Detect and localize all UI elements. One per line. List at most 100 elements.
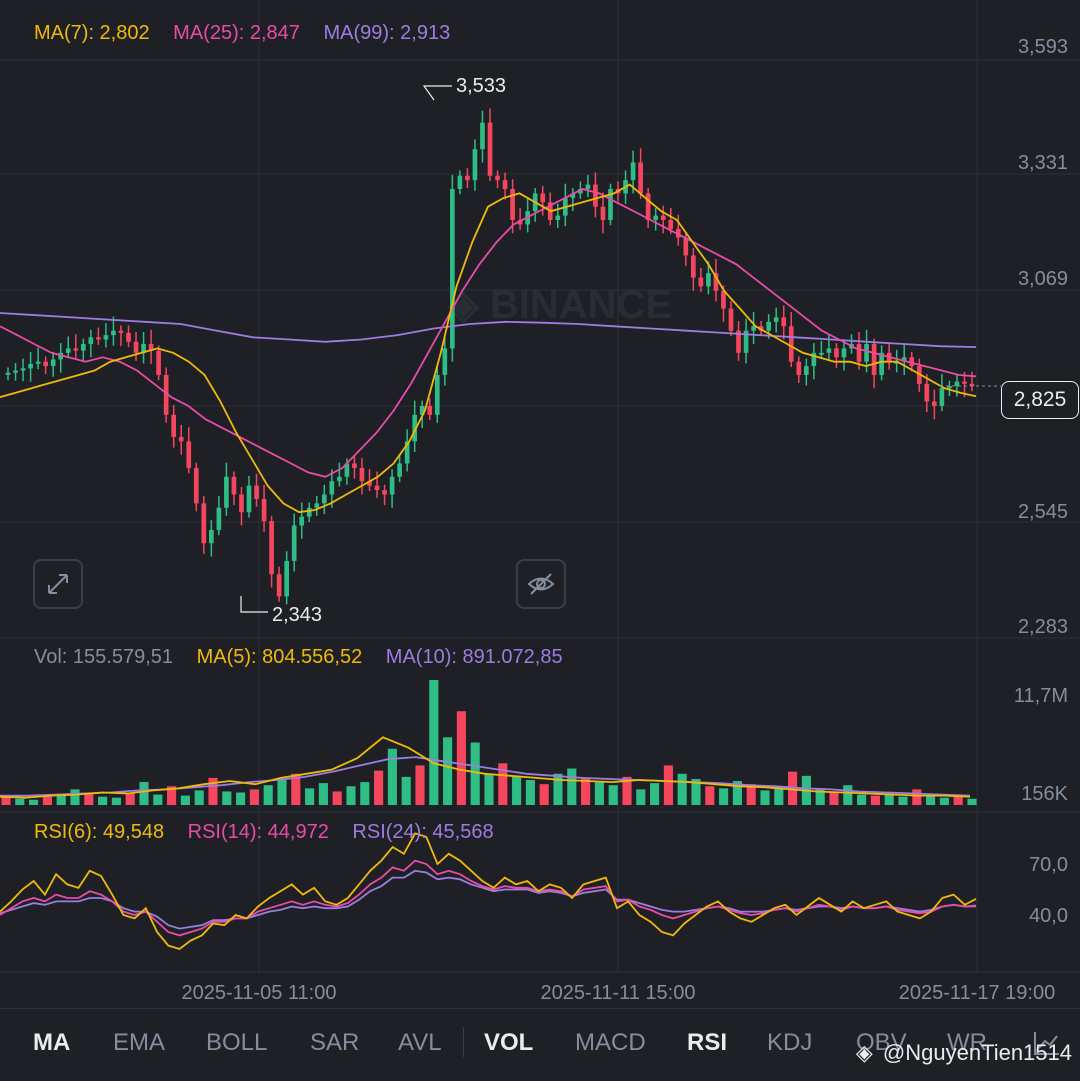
- candle-body: [638, 162, 643, 194]
- volume-bar: [1, 796, 11, 805]
- candle-body: [871, 343, 877, 375]
- low-marker-line: [240, 596, 268, 613]
- candle-body: [201, 503, 207, 544]
- hide-indicators-button[interactable]: [516, 559, 566, 609]
- candle-body: [73, 348, 79, 351]
- candle-body: [28, 363, 33, 369]
- candle-body: [269, 521, 274, 575]
- volume-bar: [650, 783, 660, 805]
- candle-body: [231, 476, 237, 495]
- vol-value: Vol: 155.579,51: [34, 646, 174, 668]
- time-tick-label: 2025-11-17 19:00: [899, 982, 1055, 1004]
- volume-bar: [125, 793, 135, 805]
- fullscreen-button[interactable]: [33, 559, 83, 609]
- candle-body: [111, 330, 116, 336]
- candle-body: [43, 361, 48, 367]
- candle-body: [299, 516, 305, 526]
- price-tick-label: 2,545: [1018, 501, 1068, 523]
- candle-body: [803, 366, 809, 375]
- candle-body: [163, 374, 169, 415]
- candle-body: [118, 330, 124, 333]
- candle-body: [434, 374, 440, 415]
- tab-macd[interactable]: MACD: [575, 1029, 646, 1056]
- tab-avl[interactable]: AVL: [398, 1029, 442, 1056]
- candle-body: [141, 343, 146, 353]
- candle-body: [743, 330, 749, 353]
- candle-body: [126, 332, 131, 342]
- candle-body: [894, 361, 900, 364]
- candle-body: [412, 414, 418, 442]
- price-tick-label: 3,069: [1018, 268, 1068, 290]
- candle-body: [879, 352, 884, 375]
- volume-tick-label: 156K: [1021, 783, 1068, 805]
- volume-bar: [29, 799, 39, 805]
- candle-body: [736, 330, 741, 353]
- current-price-label: 2,825: [1001, 381, 1079, 419]
- candle-body: [374, 485, 380, 491]
- volume-bar: [415, 765, 425, 805]
- candle-body: [819, 352, 824, 355]
- candle-body: [359, 467, 365, 482]
- candle-body: [246, 485, 252, 513]
- ma7-line: [0, 183, 977, 514]
- tab-ma[interactable]: MA: [33, 1029, 71, 1056]
- toolbar-divider: [463, 1027, 464, 1057]
- candle-body: [419, 405, 425, 415]
- candle-body: [88, 337, 94, 344]
- candle-body: [487, 122, 493, 176]
- candle-body: [495, 175, 500, 181]
- candle-body: [291, 525, 297, 561]
- volume-bar: [429, 680, 439, 805]
- volume-bar: [498, 763, 508, 805]
- volume-bar: [84, 792, 94, 805]
- candle-body: [171, 414, 177, 437]
- volume-bar: [870, 795, 880, 805]
- candle-body: [788, 326, 794, 362]
- volume-bar: [153, 794, 163, 805]
- candle-body: [630, 162, 636, 181]
- indicator-toolbar: MA EMA BOLL SAR AVL VOL MACD RSI KDJ OBV…: [0, 1008, 1080, 1081]
- tab-sar[interactable]: SAR: [310, 1029, 360, 1056]
- candle-body: [826, 348, 832, 353]
- volume-bar: [567, 768, 577, 805]
- volume-bar: [277, 780, 287, 805]
- volume-bar: [705, 786, 715, 805]
- ma25-value: MA(25): 2,847: [173, 22, 300, 44]
- high-marker-line: [422, 85, 452, 101]
- candle-body: [954, 381, 960, 387]
- volume-bar: [926, 795, 936, 805]
- rsi-tick-label: 40,0: [1029, 905, 1068, 927]
- candle-body: [691, 255, 696, 278]
- tab-obv[interactable]: OBV: [856, 1029, 907, 1056]
- volume-bar: [884, 793, 894, 805]
- volume-bar: [581, 777, 591, 805]
- tab-boll[interactable]: BOLL: [206, 1029, 268, 1056]
- tab-wr[interactable]: WR: [947, 1029, 987, 1056]
- candle-body: [578, 189, 583, 194]
- candle-body: [450, 189, 455, 349]
- tab-vol[interactable]: VOL: [484, 1029, 534, 1056]
- binance-logo-icon: ◈: [855, 1040, 873, 1065]
- tab-kdj[interactable]: KDJ: [767, 1029, 813, 1056]
- candle-body: [404, 441, 410, 464]
- indicator-settings-icon[interactable]: [1032, 1029, 1062, 1057]
- tab-rsi[interactable]: RSI: [687, 1029, 728, 1056]
- candle-body: [540, 193, 546, 203]
- candle-body: [608, 189, 613, 220]
- volume-bar: [719, 788, 729, 805]
- rsi6-value: RSI(6): 49,548: [34, 821, 165, 843]
- moving-average-lines: [0, 183, 1001, 514]
- candle-body: [254, 485, 259, 499]
- candle-body: [593, 184, 598, 207]
- volume-bar: [98, 796, 108, 805]
- candle-body: [337, 476, 342, 482]
- volume-bar: [194, 790, 204, 805]
- candle-body: [382, 490, 387, 495]
- chart-canvas[interactable]: ◈ BINANCE 3,593 3,331 3,069 2,545 2,283 11,7M…: [0, 0, 1080, 1008]
- candle-body: [329, 481, 335, 495]
- volume-bar: [677, 773, 687, 805]
- candle-body: [397, 463, 402, 477]
- vol-ma5-value: MA(5): 804.556,52: [196, 646, 363, 668]
- rsi-tick-label: 70,0: [1029, 854, 1068, 876]
- tab-ema[interactable]: EMA: [113, 1029, 166, 1056]
